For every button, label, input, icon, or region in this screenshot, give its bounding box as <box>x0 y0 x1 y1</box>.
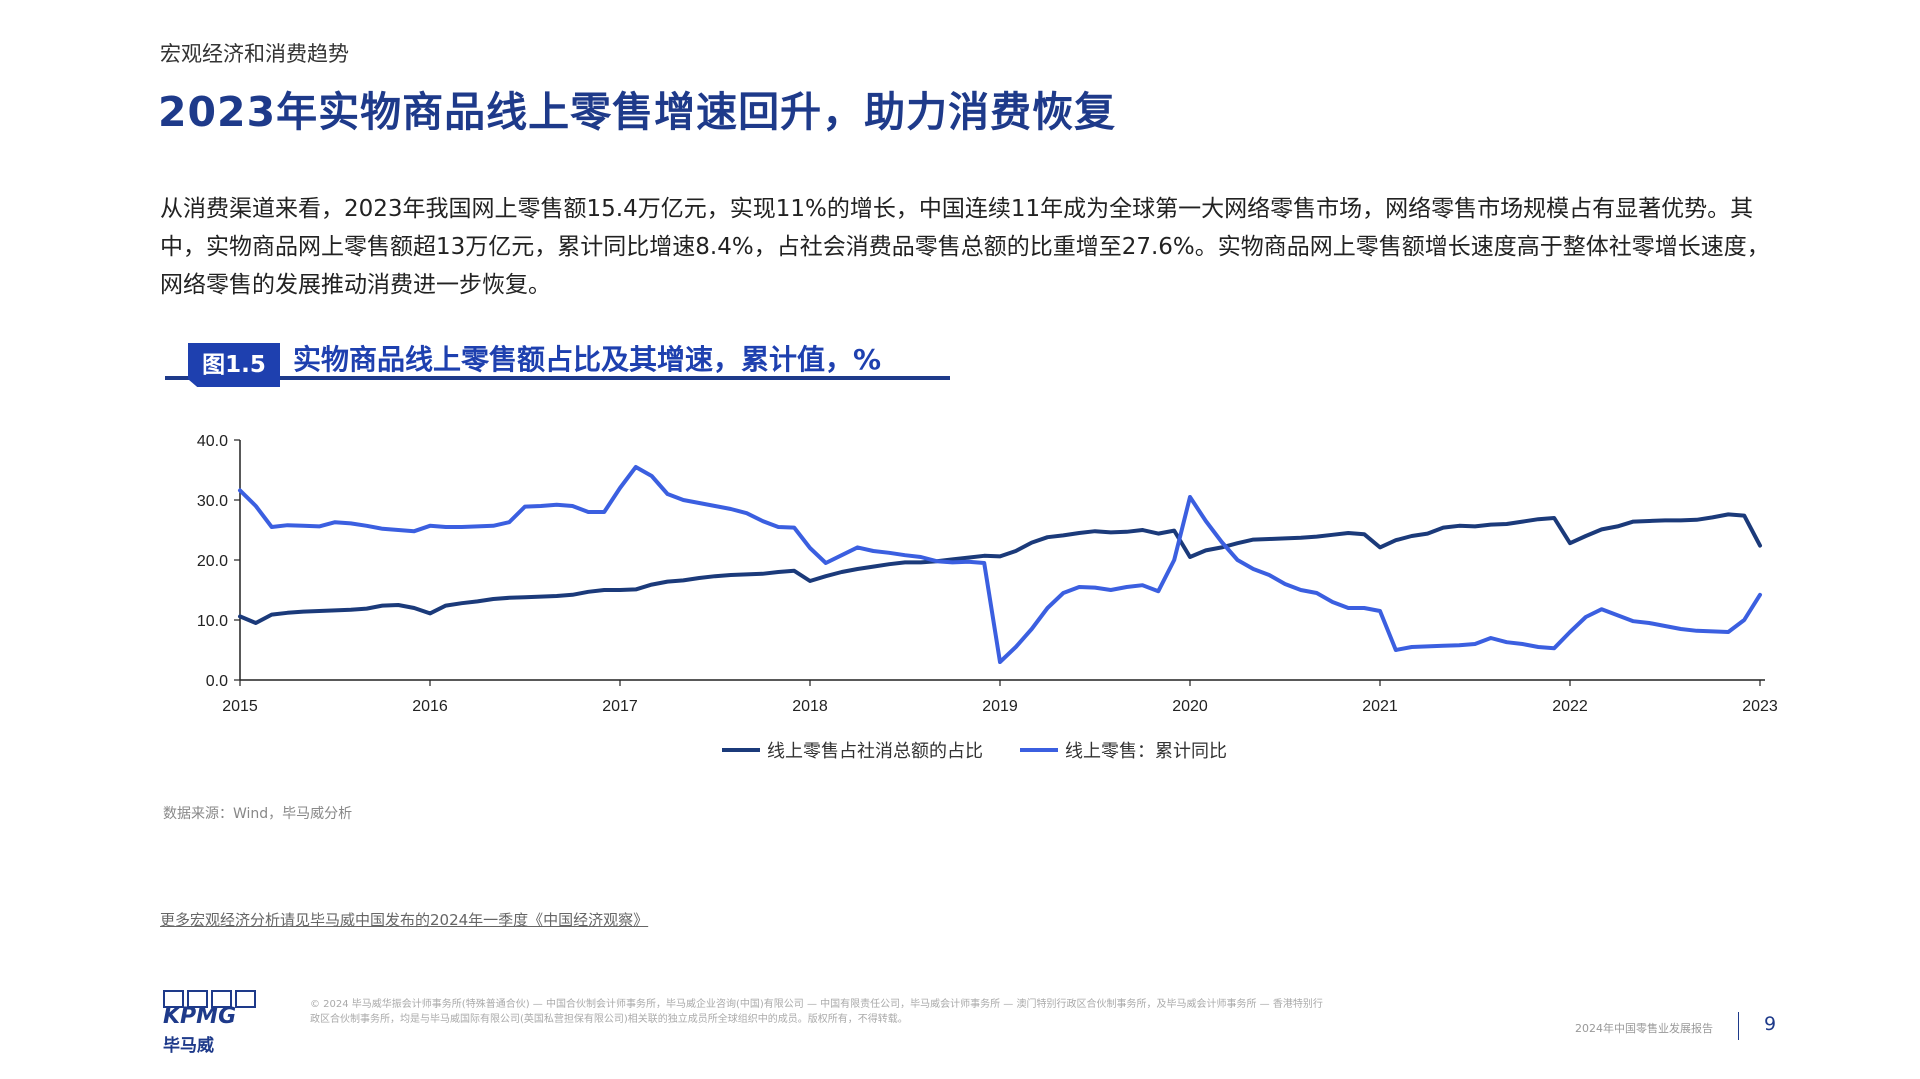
series-line-1 <box>238 512 1762 625</box>
x-tick-label: 2016 <box>412 698 448 715</box>
logo-boxes-icon <box>163 990 256 1008</box>
figure-underline <box>165 376 950 380</box>
figure-header: 图1.5 实物商品线上零售额占比及其增速，累计值，% <box>165 338 950 388</box>
x-tick-label: 2020 <box>1172 698 1208 715</box>
footer-document-title: 2024年中国零售业发展报告 <box>1575 1022 1713 1035</box>
section-label: 宏观经济和消费趋势 <box>160 42 349 66</box>
x-tick-label: 2019 <box>982 698 1018 715</box>
x-tick-label: 2017 <box>602 698 638 715</box>
figure-title: 实物商品线上零售额占比及其增速，累计值，% <box>293 343 882 376</box>
logo-chinese-name: 毕马威 <box>163 1036 214 1056</box>
x-tick-label: 2023 <box>1742 698 1778 715</box>
page-title: 2023年实物商品线上零售增速回升，助力消费恢复 <box>158 88 1117 136</box>
figure-tag: 图1.5 <box>188 343 280 387</box>
logo-wordmark: KPMG <box>163 1004 237 1029</box>
y-tick-label: 10.0 <box>197 613 228 630</box>
figure-tag-label: 图1.5 <box>202 352 266 378</box>
y-tick-label: 0.0 <box>206 673 228 690</box>
chart-axes: 0.0 10.0 20.0 30.0 40.0 2015 2016 2017 2018 2019 2… <box>197 433 1778 715</box>
legend-label-2: 线上零售：累计同比 <box>1065 741 1227 762</box>
footer-separator <box>1738 1012 1739 1040</box>
page-number: 9 <box>1764 1013 1777 1035</box>
chart-lines <box>238 465 1762 664</box>
y-tick-label: 30.0 <box>197 493 228 510</box>
x-tick-label: 2021 <box>1362 698 1398 715</box>
legal-notice: © 2024 毕马威华振会计师事务所(特殊普通合伙) — 中国合伙制会计师事务所… <box>310 999 1323 1025</box>
legend-label-1: 线上零售占社消总额的占比 <box>767 741 983 762</box>
y-tick-label: 20.0 <box>197 553 228 570</box>
more-analysis-link[interactable]: 更多宏观经济分析请见毕马威中国发布的2024年一季度《中国经济观察》 <box>160 911 649 929</box>
x-tick-label: 2015 <box>222 698 258 715</box>
kpmg-logo: KPMG 毕马威 <box>163 990 256 1056</box>
data-source: 数据来源：Wind，毕马威分析 <box>163 806 353 822</box>
x-tick-label: 2018 <box>792 698 828 715</box>
intro-paragraph: 从消费渠道来看，2023年我国网上零售额15.4万亿元，实现11%的增长，中国连… <box>160 196 1770 298</box>
chart-legend: 线上零售占社消总额的占比 线上零售：累计同比 <box>722 741 1227 762</box>
x-tick-label: 2022 <box>1552 698 1588 715</box>
series-line-2 <box>238 465 1762 664</box>
y-tick-label: 40.0 <box>197 433 228 450</box>
